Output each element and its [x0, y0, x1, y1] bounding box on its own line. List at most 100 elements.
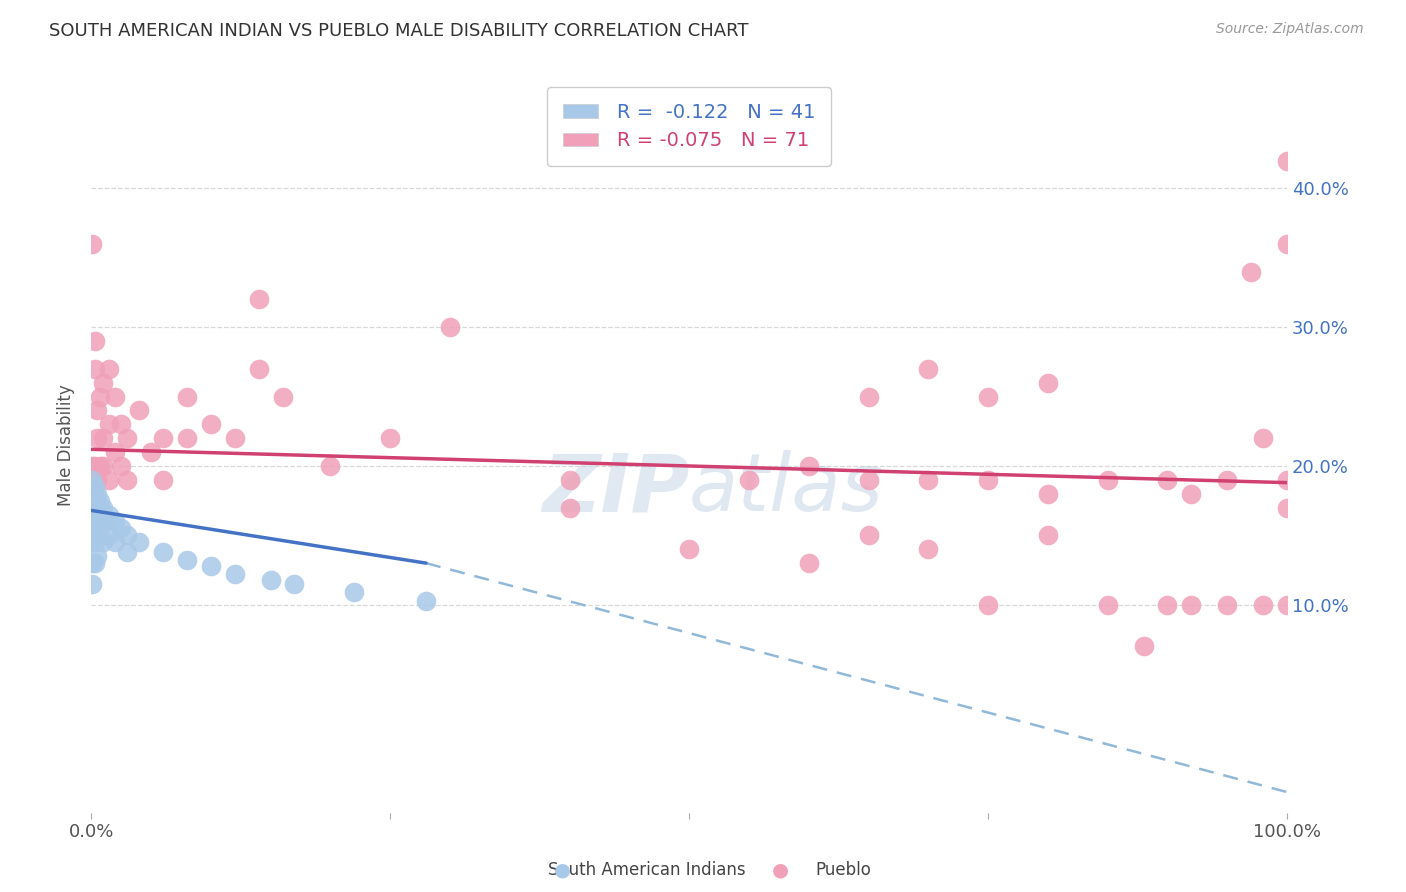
Point — [83, 458, 105, 473]
Point — [91, 458, 114, 473]
Point — [82, 508, 104, 522]
Point — [1036, 376, 1059, 390]
Point — [1251, 598, 1274, 612]
Point — [83, 521, 105, 535]
Point — [343, 585, 366, 599]
Point — [86, 528, 108, 542]
Point — [82, 473, 104, 487]
Point — [82, 493, 104, 508]
Point — [89, 458, 111, 473]
Point — [110, 521, 132, 535]
Text: ●: ● — [772, 860, 789, 880]
Point — [738, 473, 761, 487]
Point — [82, 535, 104, 549]
Point — [83, 508, 105, 522]
Text: South American Indians: South American Indians — [548, 861, 745, 879]
Point — [797, 556, 820, 570]
Point — [152, 473, 174, 487]
Point — [82, 236, 104, 251]
Point — [917, 362, 939, 376]
Point — [247, 362, 270, 376]
Point — [83, 535, 105, 549]
Point — [1275, 153, 1298, 168]
Point — [115, 431, 138, 445]
Point — [98, 362, 121, 376]
Point — [917, 542, 939, 557]
Point — [200, 417, 222, 432]
Point — [247, 293, 270, 307]
Point — [98, 417, 121, 432]
Point — [271, 390, 294, 404]
Point — [678, 542, 700, 557]
Point — [224, 567, 246, 582]
Point — [1132, 640, 1154, 654]
Point — [558, 473, 581, 487]
Point — [91, 376, 114, 390]
Point — [797, 458, 820, 473]
Point — [82, 458, 104, 473]
Point — [128, 403, 150, 417]
Point — [86, 473, 108, 487]
Point — [439, 320, 461, 334]
Point — [176, 390, 198, 404]
Point — [98, 473, 121, 487]
Point — [1180, 487, 1202, 501]
Point — [977, 473, 1000, 487]
Point — [86, 403, 108, 417]
Point — [115, 528, 138, 542]
Point — [86, 549, 108, 564]
Point — [83, 493, 105, 508]
Point — [115, 473, 138, 487]
Point — [82, 577, 104, 591]
Text: Source: ZipAtlas.com: Source: ZipAtlas.com — [1216, 22, 1364, 37]
Point — [1156, 598, 1178, 612]
Point — [110, 458, 132, 473]
Point — [858, 390, 880, 404]
Point — [89, 493, 111, 508]
Point — [176, 553, 198, 567]
Point — [1216, 473, 1239, 487]
Point — [128, 535, 150, 549]
Point — [1275, 500, 1298, 515]
Text: Pueblo: Pueblo — [815, 861, 872, 879]
Point — [86, 431, 108, 445]
Point — [858, 473, 880, 487]
Point — [89, 508, 111, 522]
Point — [89, 390, 111, 404]
Point — [1097, 473, 1119, 487]
Point — [104, 445, 127, 459]
Point — [91, 515, 114, 529]
Point — [86, 515, 108, 529]
Text: atlas: atlas — [689, 450, 884, 528]
Point — [98, 508, 121, 522]
Point — [858, 528, 880, 542]
Point — [1275, 236, 1298, 251]
Legend: R =  -0.122   N = 41, R = -0.075   N = 71: R = -0.122 N = 41, R = -0.075 N = 71 — [547, 87, 831, 166]
Point — [1036, 487, 1059, 501]
Point — [1036, 528, 1059, 542]
Point — [98, 528, 121, 542]
Point — [977, 390, 1000, 404]
Point — [152, 431, 174, 445]
Point — [82, 556, 104, 570]
Point — [1275, 473, 1298, 487]
Point — [91, 431, 114, 445]
Point — [259, 573, 281, 587]
Point — [91, 535, 114, 549]
Point — [91, 500, 114, 515]
Point — [104, 390, 127, 404]
Point — [977, 598, 1000, 612]
Point — [82, 480, 104, 494]
Point — [104, 515, 127, 529]
Point — [378, 431, 401, 445]
Point — [86, 487, 108, 501]
Point — [176, 431, 198, 445]
Point — [917, 473, 939, 487]
Point — [83, 362, 105, 376]
Point — [1275, 598, 1298, 612]
Point — [1180, 598, 1202, 612]
Point — [415, 593, 437, 607]
Point — [1251, 431, 1274, 445]
Point — [1240, 265, 1263, 279]
Point — [115, 545, 138, 559]
